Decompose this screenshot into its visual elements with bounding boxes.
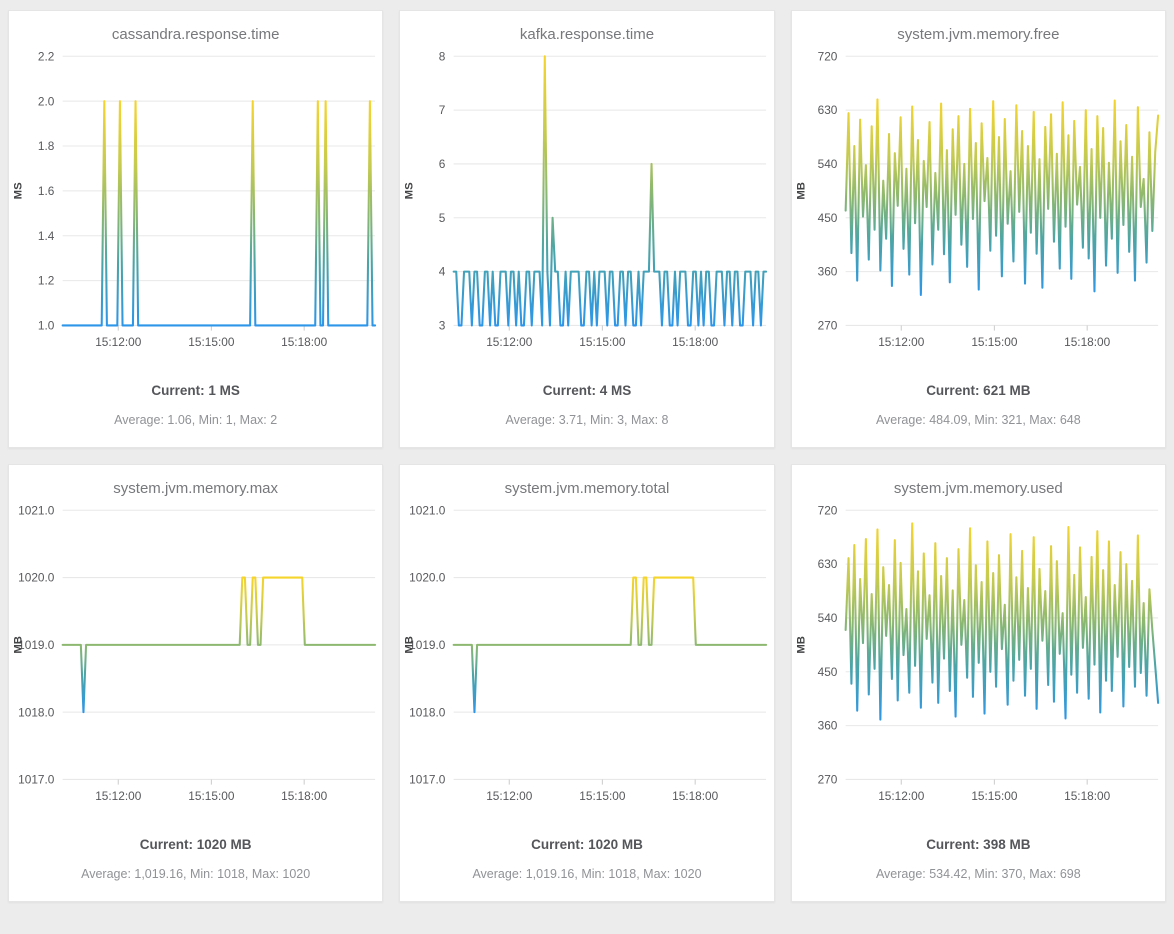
svg-text:720: 720 bbox=[817, 49, 837, 63]
metric-card-kafka-response-time: kafka.response.time 8 7 6 5 4 3 MS 15:12:00 15:1… bbox=[399, 10, 775, 448]
svg-text:720: 720 bbox=[817, 503, 837, 517]
x-axis-tick-label: 15:18:00 bbox=[281, 789, 328, 803]
stats-summary: Average: 3.71, Min: 3, Max: 8 bbox=[505, 412, 669, 427]
y-axis-unit-label: MB bbox=[404, 636, 416, 654]
metric-line-series bbox=[61, 576, 377, 714]
metric-line-series bbox=[844, 98, 1159, 296]
stats-summary: Average: 1.06, Min: 1, Max: 2 bbox=[114, 412, 278, 427]
y-axis-unit-label: MS bbox=[12, 182, 24, 199]
svg-text:540: 540 bbox=[817, 611, 837, 625]
current-value: Current: 398 MB bbox=[926, 836, 1031, 852]
x-axis-tick-label: 15:15:00 bbox=[580, 335, 627, 349]
svg-text:1.6: 1.6 bbox=[38, 184, 55, 198]
metric-card-jvm-memory-free: system.jvm.memory.free 720 630 540 450 360 27… bbox=[790, 10, 1166, 448]
metric-card-jvm-memory-total: system.jvm.memory.total 1021.0 1020.0 1019… bbox=[399, 463, 775, 902]
svg-text:4: 4 bbox=[439, 265, 446, 279]
metric-card-cassandra-response-time: cassandra.response.time 2.2 2.0 1.8 1.6 1.4 1… bbox=[8, 10, 384, 448]
svg-text:450: 450 bbox=[817, 665, 837, 679]
x-axis-tick-label: 15:15:00 bbox=[188, 335, 235, 349]
svg-text:1020.0: 1020.0 bbox=[18, 571, 55, 585]
line-chart[interactable]: 1021.0 1020.0 1019.0 1018.0 1017.0 MB 15:12:00… bbox=[400, 501, 773, 825]
svg-text:1019.0: 1019.0 bbox=[409, 638, 446, 652]
chart-title: kafka.response.time bbox=[519, 26, 655, 43]
svg-text:2.0: 2.0 bbox=[38, 94, 55, 108]
svg-text:630: 630 bbox=[817, 103, 837, 117]
x-axis-tick-label: 15:18:00 bbox=[281, 335, 328, 349]
svg-text:1020.0: 1020.0 bbox=[409, 571, 446, 585]
metric-card-jvm-memory-max: system.jvm.memory.max 1021.0 1020.0 1019.0… bbox=[8, 463, 384, 902]
svg-text:1.8: 1.8 bbox=[38, 139, 55, 153]
svg-text:1017.0: 1017.0 bbox=[18, 772, 55, 786]
stats-summary: Average: 1,019.16, Min: 1018, Max: 1020 bbox=[81, 866, 311, 881]
chart-title: cassandra.response.time bbox=[111, 26, 280, 43]
line-chart[interactable]: 1021.0 1020.0 1019.0 1018.0 1017.0 MB 15:12:00… bbox=[9, 501, 382, 825]
x-axis-tick-label: 15:18:00 bbox=[1064, 789, 1111, 803]
x-axis-tick-label: 15:15:00 bbox=[188, 789, 235, 803]
stats-summary: Average: 534.42, Min: 370, Max: 698 bbox=[875, 866, 1081, 881]
x-axis-tick-label: 15:15:00 bbox=[971, 335, 1018, 349]
svg-text:7: 7 bbox=[439, 103, 446, 117]
svg-text:1.2: 1.2 bbox=[38, 274, 54, 288]
x-axis-tick-label: 15:12:00 bbox=[95, 335, 142, 349]
stats-summary: Average: 484.09, Min: 321, Max: 648 bbox=[875, 412, 1081, 427]
x-axis-tick-label: 15:12:00 bbox=[95, 789, 142, 803]
line-chart[interactable]: 720 630 540 450 360 270 MB 15:12:00 15:15:00 15:1… bbox=[792, 501, 1165, 825]
y-axis-unit-label: MB bbox=[795, 182, 807, 200]
line-chart[interactable]: 8 7 6 5 4 3 MS 15:12:00 15:15:00 15:18:00 bbox=[400, 47, 773, 371]
line-chart[interactable]: 2.2 2.0 1.8 1.6 1.4 1.2 1.0 MS 15:12:00 15:15:00 1… bbox=[9, 47, 382, 371]
current-value: Current: 1 MS bbox=[151, 382, 240, 398]
x-axis-tick-label: 15:12:00 bbox=[487, 789, 534, 803]
current-value: Current: 621 MB bbox=[926, 382, 1031, 398]
svg-text:1019.0: 1019.0 bbox=[18, 638, 55, 652]
svg-text:360: 360 bbox=[817, 265, 837, 279]
svg-text:1017.0: 1017.0 bbox=[409, 772, 446, 786]
metric-line-series bbox=[452, 55, 768, 327]
svg-text:2.2: 2.2 bbox=[38, 49, 54, 63]
current-value: Current: 4 MS bbox=[542, 382, 632, 398]
svg-text:1018.0: 1018.0 bbox=[18, 705, 55, 719]
metric-line-series bbox=[452, 576, 768, 714]
line-chart[interactable]: 720 630 540 450 360 270 MB 15:12:00 15:15:00 15:1… bbox=[792, 47, 1165, 371]
x-axis-tick-label: 15:12:00 bbox=[878, 335, 925, 349]
metric-line-series bbox=[844, 522, 1159, 721]
x-axis-tick-label: 15:12:00 bbox=[487, 335, 534, 349]
svg-text:6: 6 bbox=[439, 157, 446, 171]
metric-line-series bbox=[61, 100, 377, 327]
svg-text:8: 8 bbox=[439, 49, 446, 63]
y-axis-unit-label: MS bbox=[404, 182, 416, 199]
svg-text:5: 5 bbox=[439, 211, 446, 225]
metric-card-jvm-memory-used: system.jvm.memory.used 720 630 540 450 360 27… bbox=[790, 463, 1166, 902]
chart-title: system.jvm.memory.max bbox=[113, 479, 279, 497]
stats-summary: Average: 1,019.16, Min: 1018, Max: 1020 bbox=[472, 866, 702, 881]
x-axis-tick-label: 15:12:00 bbox=[878, 789, 925, 803]
x-axis-tick-label: 15:18:00 bbox=[1064, 335, 1111, 349]
svg-text:270: 270 bbox=[817, 319, 837, 333]
x-axis-tick-label: 15:18:00 bbox=[672, 789, 719, 803]
svg-text:1.4: 1.4 bbox=[38, 229, 55, 243]
y-axis-unit-label: MB bbox=[795, 636, 807, 654]
y-axis-unit-label: MB bbox=[12, 636, 24, 654]
chart-title: system.jvm.memory.total bbox=[504, 479, 670, 497]
svg-text:1021.0: 1021.0 bbox=[409, 503, 446, 517]
x-axis-tick-label: 15:15:00 bbox=[580, 789, 627, 803]
chart-title: system.jvm.memory.used bbox=[893, 479, 1063, 497]
chart-title: system.jvm.memory.free bbox=[897, 26, 1060, 43]
svg-text:3: 3 bbox=[439, 319, 446, 333]
metrics-dashboard: cassandra.response.time 2.2 2.0 1.8 1.6 1.4 1… bbox=[8, 10, 1166, 902]
svg-text:540: 540 bbox=[817, 157, 837, 171]
current-value: Current: 1020 MB bbox=[531, 836, 643, 852]
x-axis-tick-label: 15:15:00 bbox=[971, 789, 1018, 803]
svg-text:270: 270 bbox=[817, 772, 837, 786]
current-value: Current: 1020 MB bbox=[139, 836, 252, 852]
x-axis-tick-label: 15:18:00 bbox=[672, 335, 719, 349]
svg-text:1.0: 1.0 bbox=[38, 319, 55, 333]
svg-text:360: 360 bbox=[817, 719, 837, 733]
svg-text:1018.0: 1018.0 bbox=[409, 705, 446, 719]
svg-text:630: 630 bbox=[817, 557, 837, 571]
svg-text:1021.0: 1021.0 bbox=[18, 503, 55, 517]
svg-text:450: 450 bbox=[817, 211, 837, 225]
